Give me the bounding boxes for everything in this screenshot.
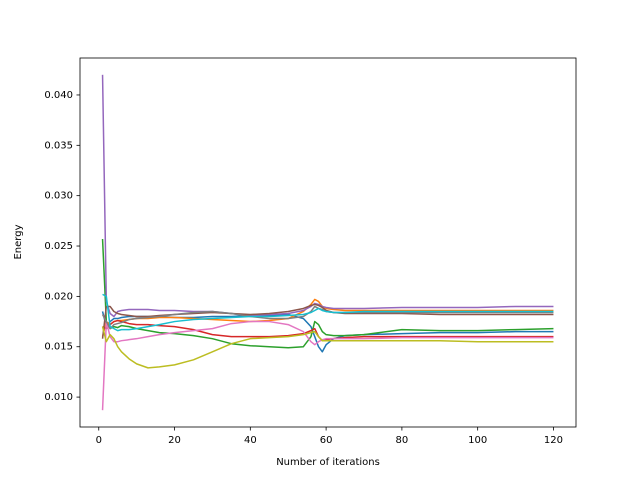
data-line <box>102 319 554 342</box>
data-line <box>101 326 554 369</box>
x-tick-label: 0 <box>96 435 102 446</box>
data-line <box>101 238 554 349</box>
x-tick-label: 40 <box>244 435 257 446</box>
x-tick-label: 20 <box>168 435 181 446</box>
data-line <box>101 303 554 339</box>
data-line <box>101 320 554 411</box>
x-axis-label: Number of iterations <box>276 457 380 468</box>
y-tick-label: 0.010 <box>44 392 73 403</box>
data-line <box>101 298 554 337</box>
y-tick-label: 0.025 <box>44 241 73 252</box>
plot-frame <box>79 57 577 428</box>
y-axis-label: Energy <box>13 224 24 259</box>
y-tick-label: 0.015 <box>44 342 73 353</box>
data-line <box>102 293 554 332</box>
y-tick-label: 0.030 <box>44 191 73 202</box>
y-tick-label: 0.020 <box>44 291 73 302</box>
y-tick-label: 0.040 <box>44 90 73 101</box>
x-tick-label: 100 <box>468 435 487 446</box>
x-tick-label: 80 <box>396 435 409 446</box>
data-line <box>101 305 554 330</box>
data-line <box>101 74 554 318</box>
y-tick-label: 0.035 <box>44 140 73 151</box>
x-tick-label: 60 <box>320 435 333 446</box>
x-tick-label: 120 <box>544 435 563 446</box>
